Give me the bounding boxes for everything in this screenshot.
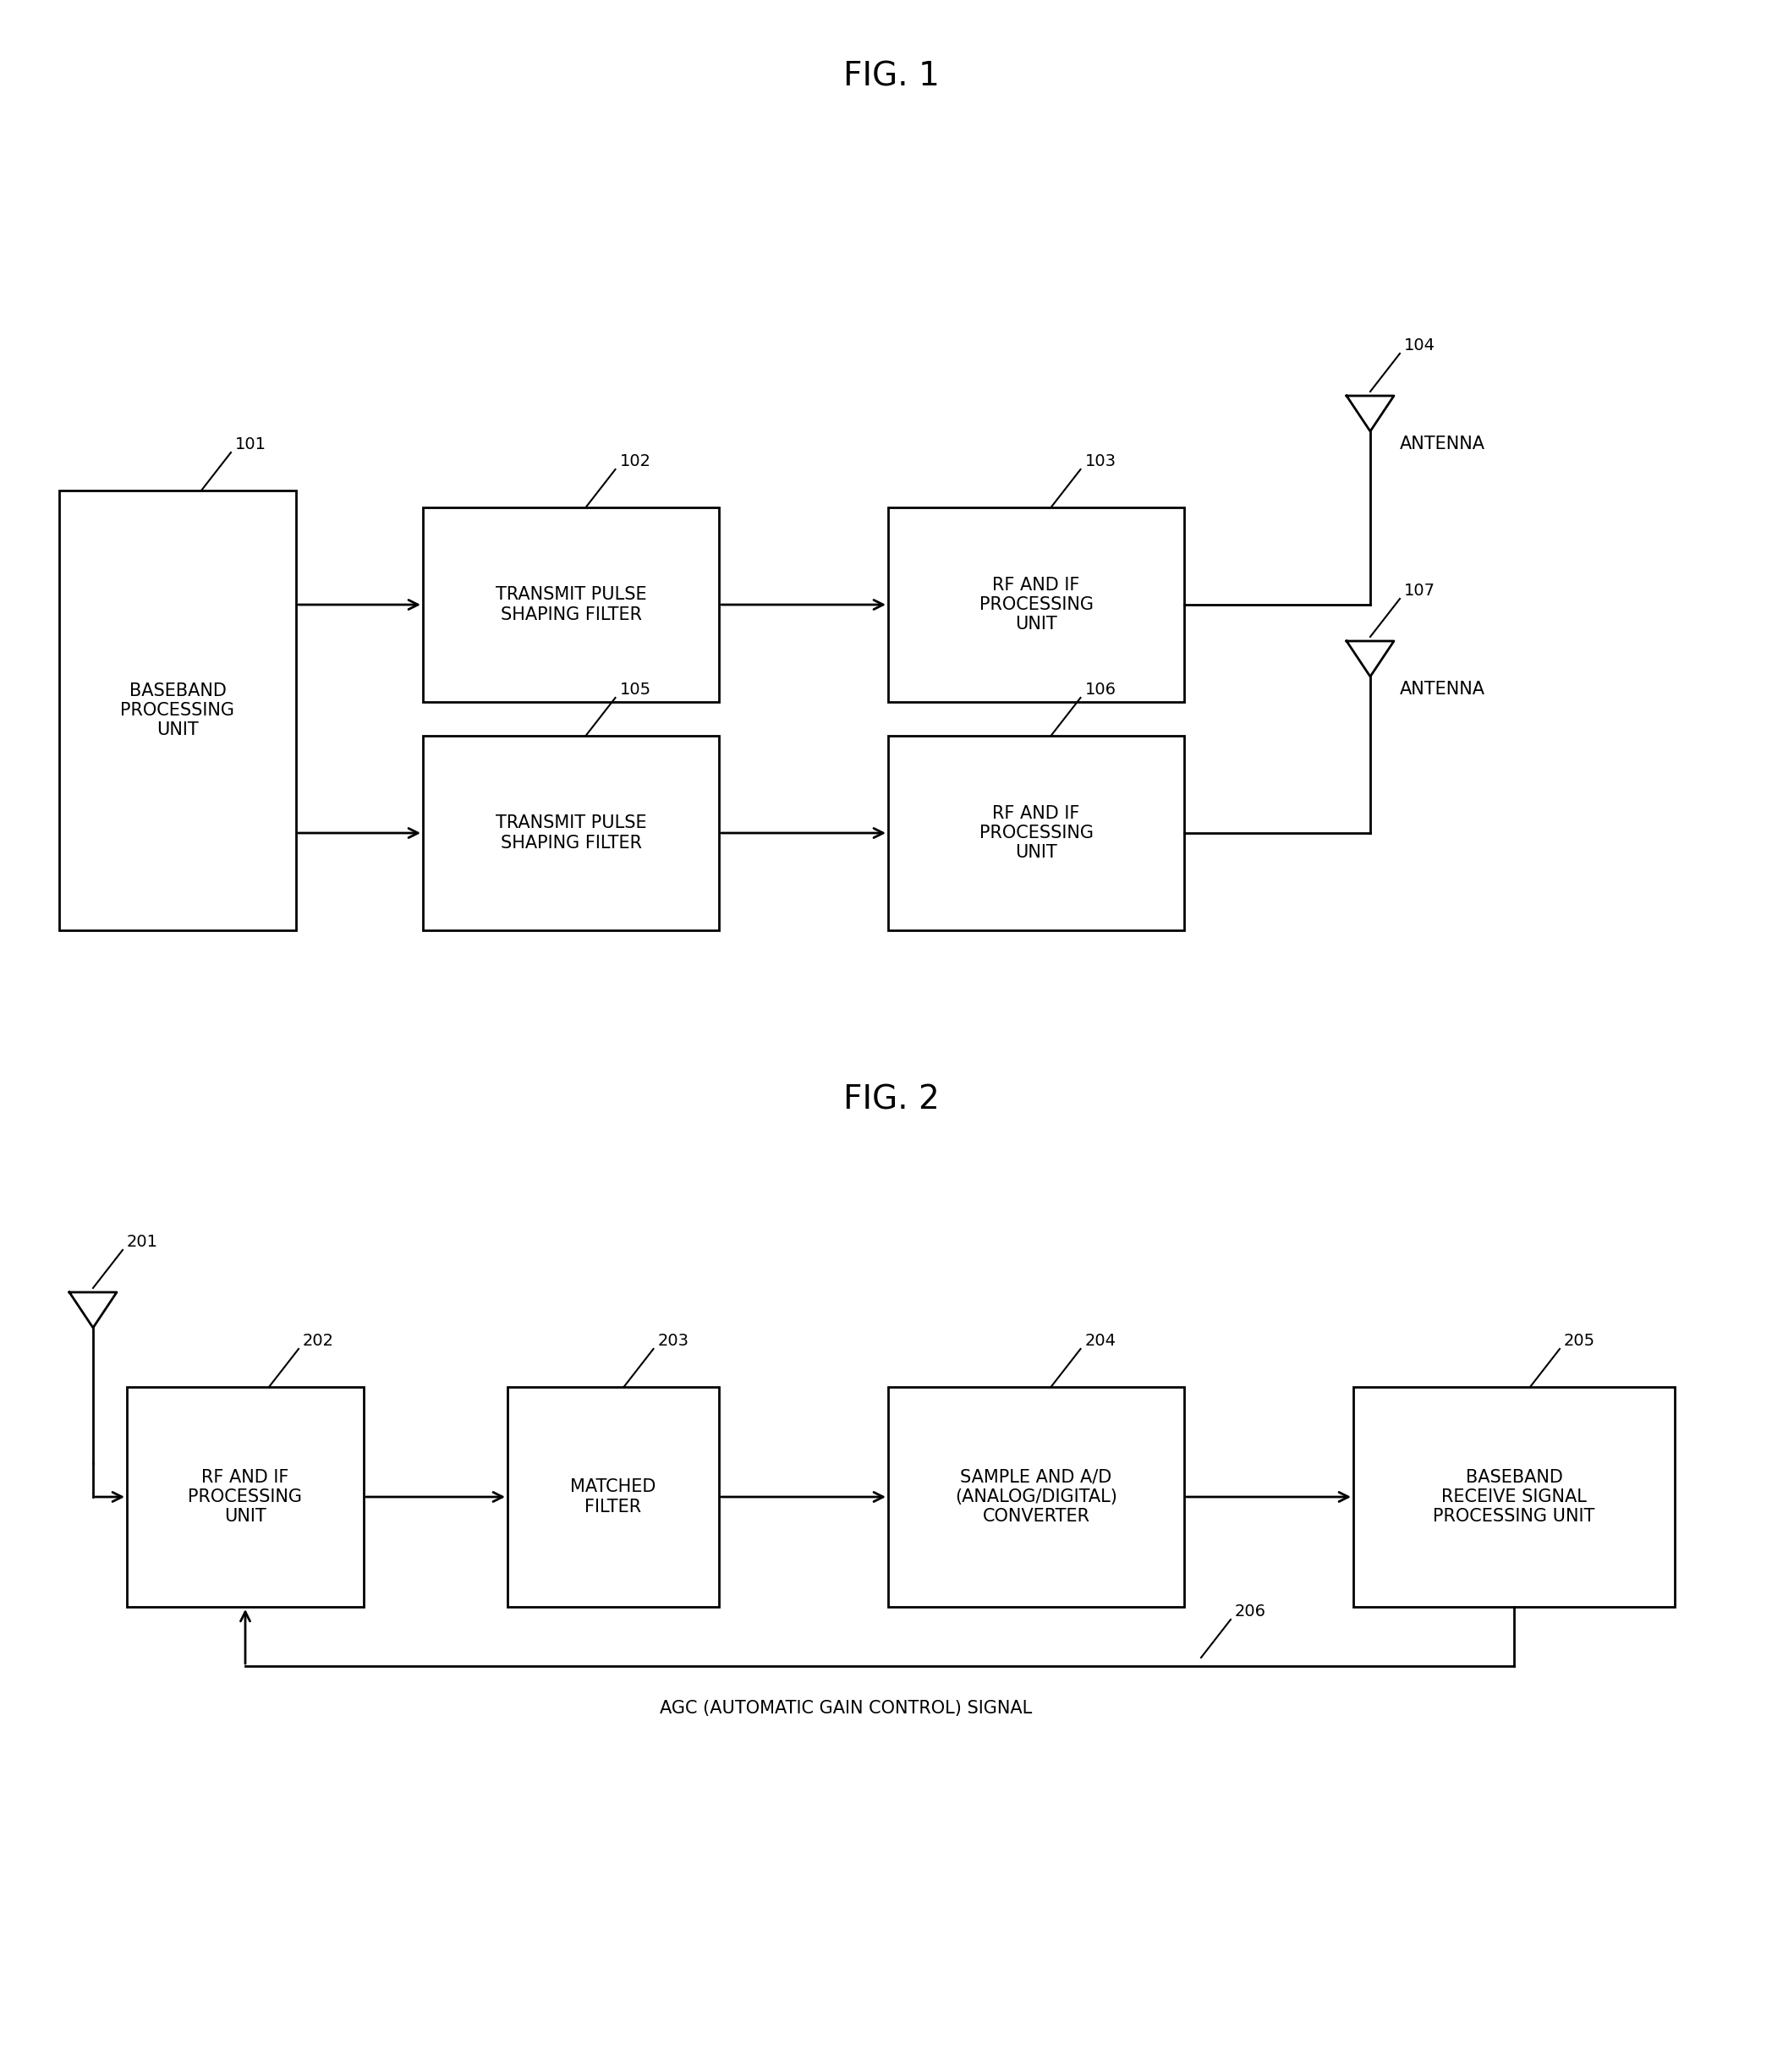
Text: 106: 106 (1084, 682, 1116, 698)
Text: FIG. 1: FIG. 1 (843, 60, 940, 91)
Text: 204: 204 (1084, 1332, 1116, 1349)
Text: 105: 105 (619, 682, 651, 698)
Text: RF AND IF
PROCESSING
UNIT: RF AND IF PROCESSING UNIT (189, 1469, 303, 1525)
Bar (888, 508, 1184, 702)
Bar (1353, 1386, 1674, 1608)
Text: RF AND IF
PROCESSING
UNIT: RF AND IF PROCESSING UNIT (979, 804, 1093, 862)
Text: 205: 205 (1564, 1332, 1596, 1349)
Text: 201: 201 (127, 1235, 159, 1249)
Bar (59, 491, 296, 930)
Text: SAMPLE AND A/D
(ANALOG/DIGITAL)
CONVERTER: SAMPLE AND A/D (ANALOG/DIGITAL) CONVERTE… (956, 1469, 1118, 1525)
Text: 102: 102 (619, 454, 651, 470)
Text: ANTENNA: ANTENNA (1400, 435, 1485, 452)
Bar (508, 1386, 719, 1608)
Text: 206: 206 (1236, 1604, 1266, 1620)
Bar (888, 736, 1184, 930)
Text: AGC (AUTOMATIC GAIN CONTROL) SIGNAL: AGC (AUTOMATIC GAIN CONTROL) SIGNAL (660, 1699, 1032, 1718)
Text: 107: 107 (1403, 582, 1435, 599)
Text: 101: 101 (235, 437, 266, 452)
Text: TRANSMIT PULSE
SHAPING FILTER: TRANSMIT PULSE SHAPING FILTER (496, 814, 647, 852)
Text: 202: 202 (303, 1332, 333, 1349)
Text: RF AND IF
PROCESSING
UNIT: RF AND IF PROCESSING UNIT (979, 576, 1093, 632)
Bar (423, 736, 719, 930)
Text: 104: 104 (1403, 338, 1435, 354)
Bar (888, 1386, 1184, 1608)
Text: ANTENNA: ANTENNA (1400, 682, 1485, 698)
Text: FIG. 2: FIG. 2 (843, 1084, 940, 1115)
Text: 203: 203 (658, 1332, 688, 1349)
Bar (423, 508, 719, 702)
Text: 103: 103 (1084, 454, 1116, 470)
Text: BASEBAND
PROCESSING
UNIT: BASEBAND PROCESSING UNIT (121, 682, 235, 738)
Bar (127, 1386, 364, 1608)
Text: MATCHED
FILTER: MATCHED FILTER (571, 1479, 656, 1515)
Text: TRANSMIT PULSE
SHAPING FILTER: TRANSMIT PULSE SHAPING FILTER (496, 586, 647, 624)
Text: BASEBAND
RECEIVE SIGNAL
PROCESSING UNIT: BASEBAND RECEIVE SIGNAL PROCESSING UNIT (1434, 1469, 1596, 1525)
